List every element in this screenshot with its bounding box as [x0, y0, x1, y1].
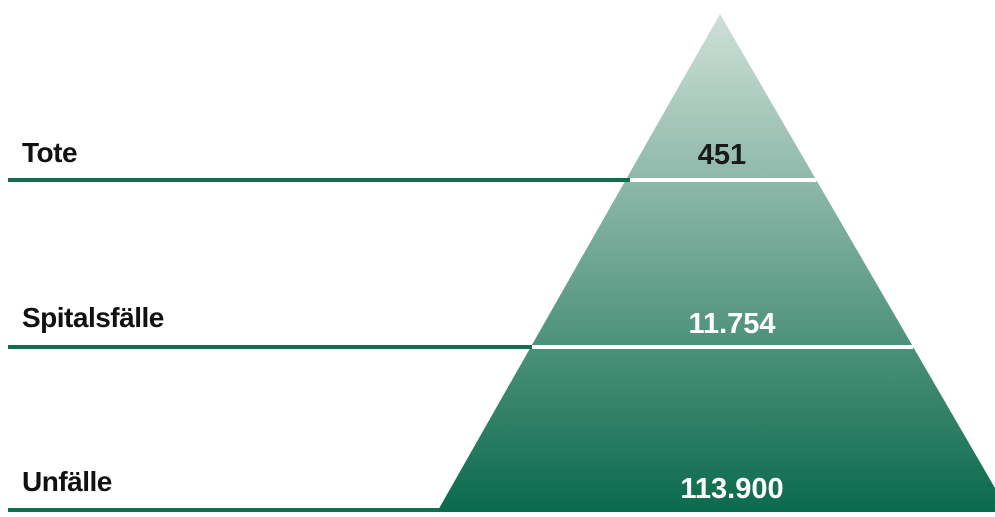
pyramid-body: [437, 14, 995, 512]
value-spitalsfaelle: 11.754: [688, 308, 775, 340]
label-unfaelle: Unfälle: [22, 466, 112, 497]
value-unfaelle: 113.900: [680, 473, 783, 505]
rule-spitalsfaelle: [8, 345, 532, 349]
rule-tote: [8, 178, 630, 182]
label-spitalsfaelle: Spitalsfälle: [22, 302, 164, 333]
value-tote: 451: [698, 139, 746, 171]
rule-unfaelle: [8, 508, 439, 512]
label-tote: Tote: [22, 137, 78, 168]
